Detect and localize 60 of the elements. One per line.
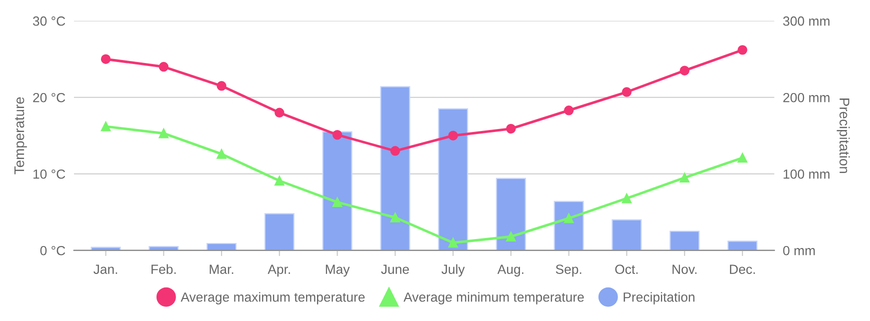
point (506, 124, 516, 134)
point (564, 106, 574, 116)
point (332, 130, 342, 140)
x-tick-label: Aug. (497, 264, 524, 277)
x-tick-label: May (326, 264, 350, 277)
point (100, 122, 111, 132)
point (216, 149, 226, 159)
point (158, 128, 169, 138)
point (332, 197, 342, 208)
x-tick-label: Dec. (730, 264, 755, 274)
bar (322, 131, 352, 250)
point (564, 213, 574, 224)
y-tick-label: 10 °C (33, 169, 66, 179)
bar (670, 230, 700, 250)
x-tick-label: July (442, 264, 465, 277)
y-tick-label: 0 °C (40, 246, 66, 256)
point (622, 193, 632, 204)
x-tick-label: Mar. (210, 264, 234, 274)
bar (206, 242, 237, 250)
bar (612, 219, 642, 250)
point (274, 108, 284, 118)
point (448, 238, 458, 248)
y-tick-label: 30 °C (32, 16, 66, 26)
point (158, 62, 169, 72)
x-tick-label: Apr. (268, 264, 290, 277)
bar (380, 86, 410, 250)
y-tick-label: 20 °C (33, 92, 66, 102)
y2-tick-label: 200 mm (783, 92, 830, 102)
point (274, 176, 284, 186)
legend-label: Precipitation (624, 292, 694, 304)
bar (727, 240, 758, 250)
x-tick-label: Nov. (672, 264, 696, 274)
point (216, 81, 226, 91)
bar (148, 246, 179, 250)
point (738, 152, 748, 163)
point (680, 66, 690, 76)
y-axis-title: Temperature (14, 97, 27, 174)
point (680, 172, 690, 183)
x-tick-label: Jan. (94, 264, 118, 274)
bar (438, 108, 468, 250)
point (390, 146, 400, 156)
bar (496, 178, 526, 250)
point (100, 54, 111, 64)
bar (554, 200, 584, 250)
x-tick-label: Feb. (152, 264, 176, 274)
legend-label: Average maximum temperature (180, 292, 365, 304)
x-tick-label: Sep. (556, 264, 582, 277)
point (738, 45, 748, 55)
y2-axis-title: Precipitation (836, 98, 850, 173)
point (390, 212, 400, 222)
bar (264, 213, 294, 250)
y2-tick-label: 300 mm (783, 16, 830, 26)
point (448, 130, 458, 140)
legend-label: Average minimum temperature (404, 292, 584, 304)
y2-tick-label: 0 mm (783, 246, 815, 256)
point (506, 232, 516, 242)
point (622, 87, 632, 97)
x-tick-label: Oct. (615, 264, 638, 274)
x-tick-label: June (381, 264, 409, 274)
y2-tick-label: 100 mm (784, 169, 830, 179)
